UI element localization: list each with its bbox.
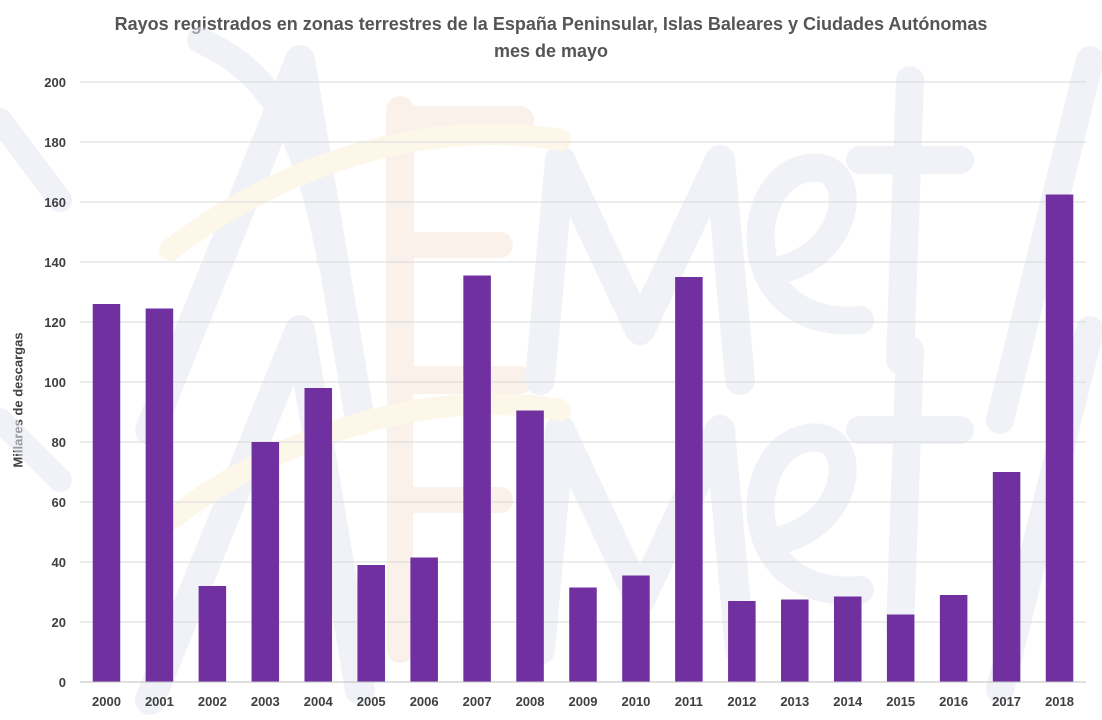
y-tick-label: 80 [52, 435, 66, 450]
bar-2008 [516, 410, 544, 682]
y-axis-ticks: 0 20 40 60 80 100 120 140 160 180 200 [44, 75, 66, 690]
x-tick-label: 2013 [780, 694, 809, 709]
bar-2001 [145, 308, 174, 682]
bar-2009 [569, 587, 597, 682]
bar-2000 [92, 304, 121, 682]
bar-2002 [198, 586, 227, 682]
bar-2005 [357, 565, 385, 682]
bar-2015 [886, 614, 915, 682]
bar-2018 [1045, 194, 1074, 682]
y-tick-label: 120 [44, 315, 66, 330]
bar-2007 [463, 275, 491, 682]
x-tick-label: 2003 [251, 694, 280, 709]
x-tick-label: 2014 [833, 694, 863, 709]
x-tick-label: 2006 [410, 694, 439, 709]
chart-subtitle: mes de mayo [493, 41, 609, 61]
x-tick-label: 2001 [145, 694, 174, 709]
x-tick-label: 2016 [939, 694, 968, 709]
x-tick-label: 2004 [304, 694, 334, 709]
bar-2006 [410, 557, 438, 682]
bar-2017 [992, 472, 1021, 682]
bar-2010 [622, 575, 650, 682]
x-tick-label: 2010 [621, 694, 650, 709]
x-tick-label: 2012 [727, 694, 756, 709]
x-tick-label: 2011 [675, 694, 703, 709]
x-tick-label: 2017 [992, 694, 1021, 709]
chart-title: Rayos registrados en zonas terrestres de… [114, 14, 988, 34]
y-tick-label: 60 [52, 495, 66, 510]
y-tick-label: 0 [59, 675, 66, 690]
bar-2003 [251, 442, 280, 682]
x-axis-ticks: 2000 2001 2002 2003 2004 2005 2006 2007 2008 2009… [92, 694, 1074, 709]
bar-2004 [304, 388, 333, 682]
bar-2011 [675, 277, 703, 682]
y-tick-label: 160 [44, 195, 66, 210]
x-tick-label: 2007 [463, 694, 492, 709]
x-tick-label: 2015 [886, 694, 915, 709]
bars [92, 194, 1074, 682]
y-tick-label: 200 [44, 75, 66, 90]
x-tick-label: 2000 [92, 694, 121, 709]
x-tick-label: 2018 [1045, 694, 1074, 709]
bar-2012 [728, 601, 756, 682]
y-tick-label: 180 [44, 135, 66, 150]
x-tick-label: 2002 [198, 694, 227, 709]
y-tick-label: 20 [52, 615, 66, 630]
x-tick-label: 2005 [357, 694, 386, 709]
y-tick-label: 40 [52, 555, 66, 570]
bar-2014 [833, 596, 862, 682]
x-tick-label: 2009 [569, 694, 598, 709]
bar-2016 [939, 595, 968, 682]
y-tick-label: 100 [44, 375, 66, 390]
y-tick-label: 140 [44, 255, 66, 270]
x-tick-label: 2008 [516, 694, 545, 709]
aemet-watermark-logo [0, 27, 1102, 715]
bar-2013 [781, 599, 809, 682]
